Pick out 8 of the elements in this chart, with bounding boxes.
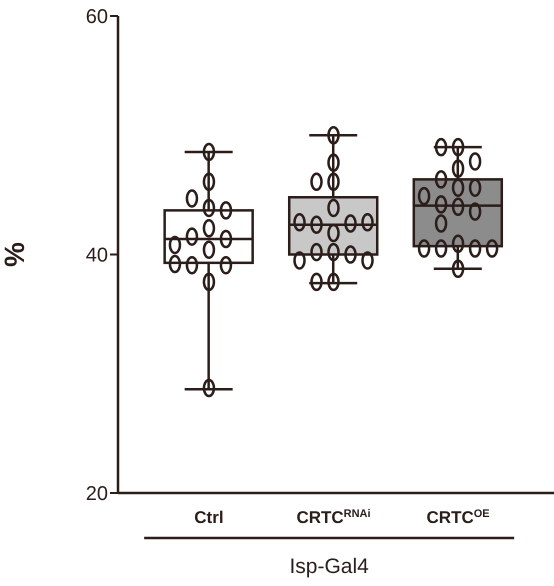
y-tick-label: 40 (86, 244, 108, 267)
y-axis-title: % (0, 242, 30, 267)
x-tick-label: CRTC$^{RNAi}$ (296, 508, 371, 527)
x-axis-title: Isp-Gal4 (289, 555, 370, 578)
x-tick-label: Ctrl (194, 508, 224, 527)
y-tick-label: 60 (86, 6, 108, 28)
x-tick-label: CRTC$^{OE}$ (426, 508, 490, 527)
y-tick-label: 20 (86, 483, 108, 506)
